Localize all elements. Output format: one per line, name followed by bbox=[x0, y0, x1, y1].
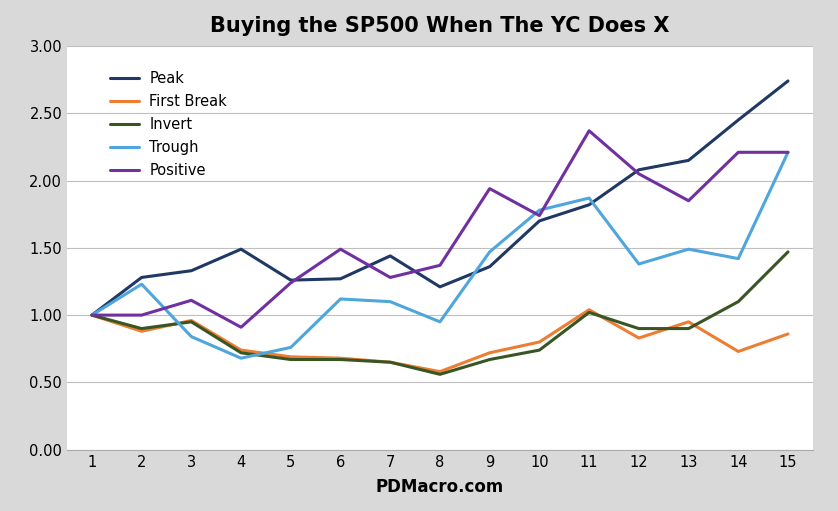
Invert bbox=[484, 357, 494, 363]
Trough bbox=[584, 195, 594, 201]
Title: Buying the SP500 When The YC Does X: Buying the SP500 When The YC Does X bbox=[210, 16, 670, 36]
Positive bbox=[335, 246, 345, 252]
Positive bbox=[236, 324, 246, 330]
Positive bbox=[186, 297, 196, 304]
Invert bbox=[137, 326, 147, 332]
Positive bbox=[286, 280, 296, 286]
Invert bbox=[335, 357, 345, 363]
Line: First Break: First Break bbox=[92, 310, 788, 371]
Invert bbox=[87, 312, 97, 318]
Positive bbox=[783, 149, 793, 155]
Peak bbox=[634, 167, 644, 173]
Invert bbox=[385, 359, 396, 365]
Positive bbox=[484, 185, 494, 192]
Positive bbox=[584, 128, 594, 134]
Line: Invert: Invert bbox=[92, 252, 788, 375]
Positive bbox=[684, 198, 694, 204]
Peak bbox=[385, 253, 396, 259]
Invert bbox=[286, 357, 296, 363]
First Break bbox=[435, 368, 445, 375]
Trough bbox=[684, 246, 694, 252]
Trough bbox=[335, 296, 345, 302]
Trough bbox=[535, 207, 545, 213]
Line: Positive: Positive bbox=[92, 131, 788, 327]
Trough bbox=[236, 355, 246, 361]
Positive bbox=[733, 149, 743, 155]
Invert bbox=[236, 350, 246, 356]
Trough bbox=[186, 334, 196, 340]
Invert bbox=[684, 326, 694, 332]
Invert bbox=[186, 319, 196, 325]
First Break bbox=[186, 317, 196, 323]
First Break bbox=[584, 307, 594, 313]
Trough bbox=[634, 261, 644, 267]
Line: Peak: Peak bbox=[92, 81, 788, 315]
Trough bbox=[783, 149, 793, 155]
First Break bbox=[484, 350, 494, 356]
Positive bbox=[137, 312, 147, 318]
Trough bbox=[435, 319, 445, 325]
Peak bbox=[286, 277, 296, 283]
Positive bbox=[634, 171, 644, 177]
Invert bbox=[584, 309, 594, 315]
First Break bbox=[783, 331, 793, 337]
First Break bbox=[137, 328, 147, 334]
First Break bbox=[385, 359, 396, 365]
Peak bbox=[484, 264, 494, 270]
Invert bbox=[634, 326, 644, 332]
First Break bbox=[733, 349, 743, 355]
Peak bbox=[87, 312, 97, 318]
Trough bbox=[484, 249, 494, 255]
Peak bbox=[535, 218, 545, 224]
First Break bbox=[286, 354, 296, 360]
Positive bbox=[435, 262, 445, 268]
First Break bbox=[335, 355, 345, 361]
Line: Trough: Trough bbox=[92, 152, 788, 358]
Invert bbox=[435, 371, 445, 378]
First Break bbox=[236, 347, 246, 353]
Peak bbox=[733, 117, 743, 123]
Peak bbox=[186, 268, 196, 274]
First Break bbox=[535, 339, 545, 345]
Trough bbox=[385, 298, 396, 305]
Trough bbox=[137, 281, 147, 287]
Invert bbox=[783, 249, 793, 255]
Positive bbox=[535, 213, 545, 219]
First Break bbox=[87, 312, 97, 318]
Invert bbox=[733, 298, 743, 305]
Peak bbox=[684, 157, 694, 164]
Trough bbox=[87, 312, 97, 318]
Peak bbox=[236, 246, 246, 252]
X-axis label: PDMacro.com: PDMacro.com bbox=[375, 478, 504, 496]
Invert bbox=[535, 347, 545, 353]
Legend: Peak, First Break, Invert, Trough, Positive: Peak, First Break, Invert, Trough, Posit… bbox=[104, 65, 233, 184]
Peak bbox=[783, 78, 793, 84]
Peak bbox=[335, 276, 345, 282]
Peak bbox=[137, 274, 147, 281]
Peak bbox=[435, 284, 445, 290]
Trough bbox=[733, 256, 743, 262]
Trough bbox=[286, 344, 296, 351]
First Break bbox=[634, 335, 644, 341]
Peak bbox=[584, 202, 594, 208]
Positive bbox=[87, 312, 97, 318]
Positive bbox=[385, 274, 396, 281]
First Break bbox=[684, 319, 694, 325]
